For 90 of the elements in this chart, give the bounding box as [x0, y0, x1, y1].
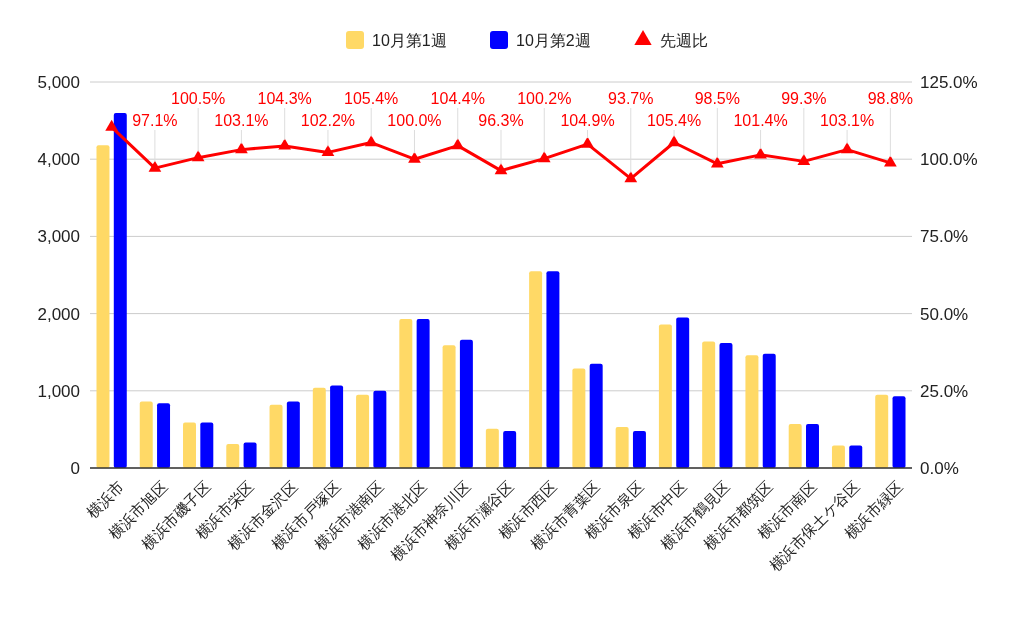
y-tick-label: 0	[70, 458, 80, 478]
bar	[485, 428, 499, 468]
bar	[806, 424, 819, 468]
point	[451, 138, 465, 150]
bar	[459, 339, 473, 468]
point	[408, 151, 421, 163]
y-tick-label: 5,000	[37, 72, 80, 92]
bar	[183, 422, 196, 468]
bar	[849, 445, 863, 468]
bar	[442, 345, 456, 468]
bar	[788, 424, 802, 468]
bar	[226, 444, 240, 468]
point	[191, 150, 205, 162]
y-tick-label: 4,000	[37, 150, 80, 170]
y2-tick-label: 75.0%	[920, 227, 969, 247]
bar	[719, 342, 733, 468]
data-label: 98.5%	[694, 90, 740, 107]
bar	[589, 363, 603, 468]
data-label: 104.3%	[257, 90, 312, 107]
data-label: 101.4%	[733, 112, 788, 129]
bar	[892, 396, 906, 468]
legend-label: 10月第1週	[372, 31, 447, 49]
bar	[356, 394, 370, 468]
point	[884, 155, 897, 167]
point	[840, 142, 854, 154]
bar	[831, 445, 845, 468]
point	[537, 151, 551, 163]
point	[581, 136, 594, 148]
point	[494, 163, 508, 175]
point	[754, 147, 767, 159]
y-tick-label: 2,000	[37, 304, 80, 324]
bar	[312, 387, 326, 468]
data-label: 96.3%	[478, 112, 524, 129]
point	[624, 171, 638, 183]
data-label: 98.8%	[867, 90, 914, 107]
y2-tick-label: 25.0%	[920, 381, 969, 401]
bar	[157, 403, 171, 468]
point	[321, 145, 335, 157]
y2-tick-label: 125.0%	[920, 72, 978, 92]
bar	[745, 355, 759, 468]
data-label: 93.7%	[608, 90, 654, 107]
data-label: 105.4%	[646, 112, 702, 129]
bar	[632, 430, 646, 468]
bar	[139, 401, 153, 468]
bar	[702, 341, 716, 468]
bar	[399, 319, 413, 468]
point	[105, 119, 118, 131]
data-label: 100.0%	[387, 112, 442, 129]
point	[797, 154, 811, 166]
bar	[96, 145, 110, 468]
bar	[269, 404, 283, 468]
data-label: 99.3%	[781, 90, 827, 107]
bar	[615, 427, 629, 468]
bar	[416, 319, 430, 468]
point	[278, 138, 292, 150]
bar	[875, 394, 889, 468]
point	[710, 156, 724, 168]
data-label: 100.2%	[517, 90, 572, 107]
bar	[330, 385, 344, 468]
data-label: 100.5%	[171, 90, 226, 107]
bar	[762, 353, 776, 468]
data-label: 104.9%	[560, 112, 615, 129]
point	[667, 135, 681, 147]
point	[235, 142, 248, 154]
y2-tick-label: 100.0%	[920, 150, 978, 170]
y2-tick-label: 0.0%	[920, 458, 959, 478]
bar	[503, 430, 517, 468]
bar	[658, 324, 672, 468]
legend-label: 10月第2週	[516, 31, 591, 49]
bar	[373, 390, 387, 468]
data-label: 97.1%	[132, 112, 178, 129]
data-label: 103.1%	[214, 112, 269, 129]
bar	[113, 112, 127, 468]
data-label: 105.4%	[344, 90, 399, 107]
y-tick-label: 1,000	[37, 381, 80, 401]
bar	[546, 271, 560, 468]
bar	[529, 271, 543, 468]
point	[148, 160, 162, 172]
bar	[572, 368, 586, 468]
bar	[200, 422, 214, 468]
y2-tick-label: 50.0%	[920, 304, 969, 324]
legend-label: 先週比	[660, 31, 708, 49]
point	[364, 135, 378, 147]
y-tick-label: 3,000	[37, 227, 80, 247]
bar	[243, 442, 257, 468]
bar	[286, 401, 300, 468]
bar	[676, 317, 690, 468]
data-label: 103.1%	[819, 112, 875, 129]
data-label: 104.4%	[430, 90, 485, 107]
data-label: 102.2%	[300, 112, 356, 129]
